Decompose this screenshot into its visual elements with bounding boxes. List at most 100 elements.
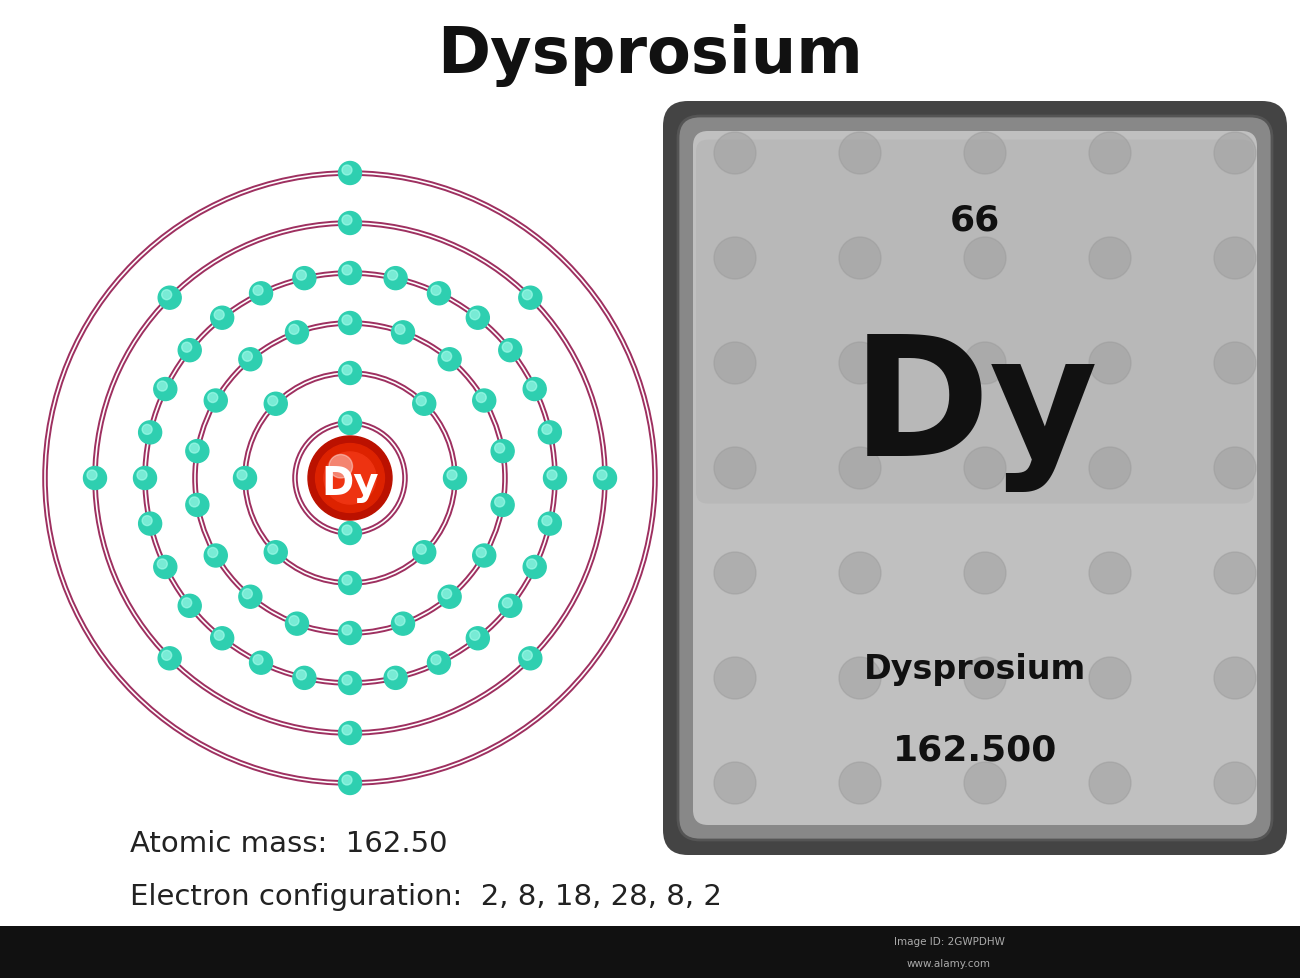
Circle shape — [182, 343, 191, 353]
Circle shape — [1214, 133, 1256, 175]
Circle shape — [178, 339, 202, 362]
FancyBboxPatch shape — [696, 141, 1254, 504]
Circle shape — [395, 616, 406, 626]
Circle shape — [182, 599, 191, 608]
Circle shape — [211, 307, 234, 330]
Circle shape — [242, 589, 252, 600]
Circle shape — [139, 512, 161, 536]
Circle shape — [292, 267, 316, 290]
Circle shape — [428, 651, 450, 675]
Circle shape — [186, 494, 209, 517]
Circle shape — [254, 286, 263, 296]
Circle shape — [714, 238, 757, 280]
Text: Dy: Dy — [852, 330, 1098, 492]
Circle shape — [1089, 238, 1131, 280]
Circle shape — [714, 342, 757, 384]
Circle shape — [142, 425, 152, 435]
Circle shape — [494, 498, 504, 508]
Circle shape — [412, 393, 436, 416]
Circle shape — [1089, 553, 1131, 595]
Circle shape — [338, 672, 361, 694]
Circle shape — [523, 556, 546, 579]
Circle shape — [289, 325, 299, 335]
Circle shape — [338, 412, 361, 435]
Circle shape — [338, 162, 361, 185]
Circle shape — [338, 522, 361, 545]
Circle shape — [384, 667, 407, 689]
Text: 66: 66 — [950, 203, 1000, 238]
Circle shape — [965, 762, 1006, 804]
Circle shape — [338, 772, 361, 795]
Text: Dysprosium: Dysprosium — [437, 23, 863, 86]
Circle shape — [286, 322, 308, 344]
Circle shape — [159, 287, 181, 310]
Circle shape — [338, 312, 361, 335]
Text: 162.500: 162.500 — [893, 734, 1057, 767]
Circle shape — [965, 238, 1006, 280]
Circle shape — [395, 325, 406, 335]
Circle shape — [523, 290, 532, 300]
Circle shape — [714, 553, 757, 595]
Circle shape — [342, 776, 352, 785]
Circle shape — [476, 548, 486, 557]
FancyBboxPatch shape — [679, 117, 1271, 840]
Circle shape — [519, 287, 542, 310]
Circle shape — [965, 342, 1006, 384]
Circle shape — [526, 559, 537, 569]
Circle shape — [416, 396, 426, 406]
Circle shape — [296, 670, 307, 680]
Circle shape — [438, 586, 462, 608]
Circle shape — [139, 422, 161, 444]
Circle shape — [476, 393, 486, 403]
Circle shape — [186, 440, 209, 464]
Circle shape — [237, 470, 247, 480]
Circle shape — [965, 448, 1006, 490]
Circle shape — [1089, 133, 1131, 175]
Circle shape — [161, 650, 172, 660]
Circle shape — [342, 575, 352, 586]
Circle shape — [1089, 342, 1131, 384]
Circle shape — [543, 467, 567, 490]
Circle shape — [438, 348, 462, 372]
Circle shape — [161, 290, 172, 300]
Circle shape — [342, 525, 352, 535]
Circle shape — [136, 470, 147, 480]
Circle shape — [329, 455, 352, 478]
Circle shape — [467, 307, 489, 330]
Circle shape — [289, 616, 299, 626]
Circle shape — [338, 262, 361, 286]
Circle shape — [714, 657, 757, 699]
Text: Electron configuration:  2, 8, 18, 28, 8, 2: Electron configuration: 2, 8, 18, 28, 8,… — [130, 882, 722, 911]
Circle shape — [387, 271, 398, 281]
Circle shape — [87, 470, 98, 480]
Circle shape — [523, 378, 546, 401]
Circle shape — [239, 586, 261, 608]
Text: Dy: Dy — [321, 465, 378, 503]
Circle shape — [714, 762, 757, 804]
Circle shape — [469, 310, 480, 321]
Circle shape — [190, 444, 199, 454]
Circle shape — [204, 389, 227, 413]
Circle shape — [965, 133, 1006, 175]
Circle shape — [1214, 448, 1256, 490]
Circle shape — [499, 339, 521, 362]
Circle shape — [157, 381, 168, 391]
Circle shape — [342, 316, 352, 326]
Circle shape — [1089, 762, 1131, 804]
Circle shape — [268, 396, 278, 406]
Circle shape — [519, 647, 542, 670]
Circle shape — [442, 352, 451, 362]
Circle shape — [387, 670, 398, 680]
Circle shape — [342, 216, 352, 226]
Circle shape — [499, 595, 521, 618]
Circle shape — [838, 553, 881, 595]
Circle shape — [594, 467, 616, 490]
Text: Dysprosium: Dysprosium — [864, 652, 1086, 686]
Circle shape — [416, 545, 426, 555]
Circle shape — [1214, 657, 1256, 699]
Circle shape — [491, 494, 514, 517]
Circle shape — [142, 516, 152, 526]
Circle shape — [542, 516, 552, 526]
Circle shape — [428, 283, 450, 305]
Circle shape — [157, 559, 168, 569]
